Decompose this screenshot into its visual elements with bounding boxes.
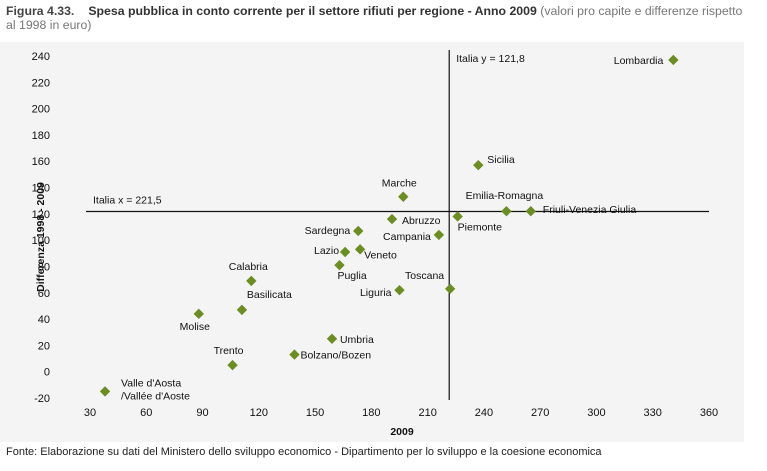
data-point-label: Sardegna xyxy=(305,225,351,237)
x-tick-label: 90 xyxy=(196,407,208,419)
x-tick-label: 180 xyxy=(362,407,380,419)
data-point-marker xyxy=(433,229,445,241)
figure-number: Figura 4.33. xyxy=(6,4,75,18)
data-point-label: Veneto xyxy=(364,249,397,261)
y-tick-label: 160 xyxy=(32,156,50,168)
x-tick-label: 120 xyxy=(250,407,268,419)
y-axis-title: Differenza 1998 - 2009 xyxy=(35,182,47,292)
x-tick-label: 360 xyxy=(700,407,718,419)
data-point-marker xyxy=(99,386,111,397)
data-point-marker xyxy=(394,284,405,296)
x-tick-label: 210 xyxy=(418,407,436,419)
y-tick-label: 100 xyxy=(32,235,50,247)
chart-title: Spesa pubblica in conto corrente per il … xyxy=(88,4,537,18)
y-tick-label: 180 xyxy=(32,130,50,142)
x-axis-title: 2009 xyxy=(390,426,414,438)
data-point-label: Puglia xyxy=(337,270,366,282)
data-point-label: Molise xyxy=(180,321,211,333)
chart-panel: -20 0 20 40 60 80 100 120 140 160 180 200 220 240 30 60… xyxy=(0,42,744,442)
data-point-label: Umbria xyxy=(340,334,374,346)
x-tick-label: 240 xyxy=(475,407,493,419)
y-tick-label: 120 xyxy=(32,209,50,221)
data-point-label: Liguria xyxy=(360,287,392,299)
data-point-label: Piemonte xyxy=(458,221,503,233)
x-tick-label: 330 xyxy=(644,407,662,419)
y-tick-label: 40 xyxy=(38,314,50,326)
data-point-marker xyxy=(334,259,345,271)
data-point-label: Lombardia xyxy=(614,55,664,67)
data-point-marker xyxy=(289,349,300,360)
y-tick-label: 80 xyxy=(38,261,50,273)
data-point-label: Sicilia xyxy=(487,154,515,166)
data-point-marker xyxy=(452,211,463,222)
x-tick-label: 300 xyxy=(587,407,605,419)
data-point-marker xyxy=(386,213,398,225)
data-point-label: Marche xyxy=(382,178,417,190)
data-point-label: Friuli-Venezia Giulia xyxy=(543,204,637,216)
data-point-marker xyxy=(339,246,351,258)
y-tick-label: 220 xyxy=(32,77,50,89)
reference-label-y: Italia y = 121,8 xyxy=(456,53,525,65)
data-point-marker xyxy=(501,206,512,217)
data-point-marker xyxy=(326,333,338,345)
x-tick-label: 150 xyxy=(306,407,324,419)
y-tick-label: 200 xyxy=(32,104,50,116)
data-point-label: Trento xyxy=(214,345,244,357)
chart-subtitle: (valori pro capite e differenze rispetto… xyxy=(6,4,743,32)
data-point-label: Bolzano/Bozen xyxy=(300,350,371,362)
scatter-chart: -20 0 20 40 60 80 100 120 140 160 180 200 220 240 30 60… xyxy=(32,50,718,438)
data-point-marker xyxy=(473,159,484,171)
y-tick-label: 60 xyxy=(38,288,50,300)
data-point-marker xyxy=(398,191,409,202)
data-point-label: Toscana xyxy=(405,270,444,282)
y-tick-label: 20 xyxy=(38,340,50,352)
y-tick-label: -20 xyxy=(34,393,50,405)
data-point-label: Lazio xyxy=(314,245,339,257)
data-point-label: Emilia-Romagna xyxy=(466,190,544,202)
data-point-marker xyxy=(668,54,679,66)
y-tick-label: 0 xyxy=(44,367,50,379)
data-point-marker xyxy=(444,283,456,295)
data-point-label: Campania xyxy=(383,231,431,243)
data-point-marker xyxy=(525,206,537,217)
data-point-label: Valle d'Aosta/Vallée d'Aoste xyxy=(121,377,190,402)
data-point-marker xyxy=(353,225,364,237)
data-point-marker xyxy=(227,359,238,371)
y-tick-label: 240 xyxy=(32,51,50,63)
x-tick-label: 30 xyxy=(84,407,96,419)
data-point-marker xyxy=(354,244,366,255)
y-tick-label: 140 xyxy=(32,183,50,195)
data-point-marker xyxy=(236,304,248,316)
data-point-label: Basilicata xyxy=(247,289,292,301)
reference-label-x: Italia x = 221,5 xyxy=(93,194,162,206)
x-tick-label: 270 xyxy=(531,407,549,419)
data-point-marker xyxy=(193,308,204,320)
source-note: Fonte: Elaborazione su dati del Minister… xyxy=(6,446,602,458)
data-point-marker xyxy=(246,275,257,287)
data-point-label: Calabria xyxy=(229,261,268,273)
figure-caption: Figura 4.33. Spesa pubblica in conto corr… xyxy=(6,4,754,32)
data-point-label: Abruzzo xyxy=(402,215,441,227)
x-tick-label: 60 xyxy=(140,407,152,419)
